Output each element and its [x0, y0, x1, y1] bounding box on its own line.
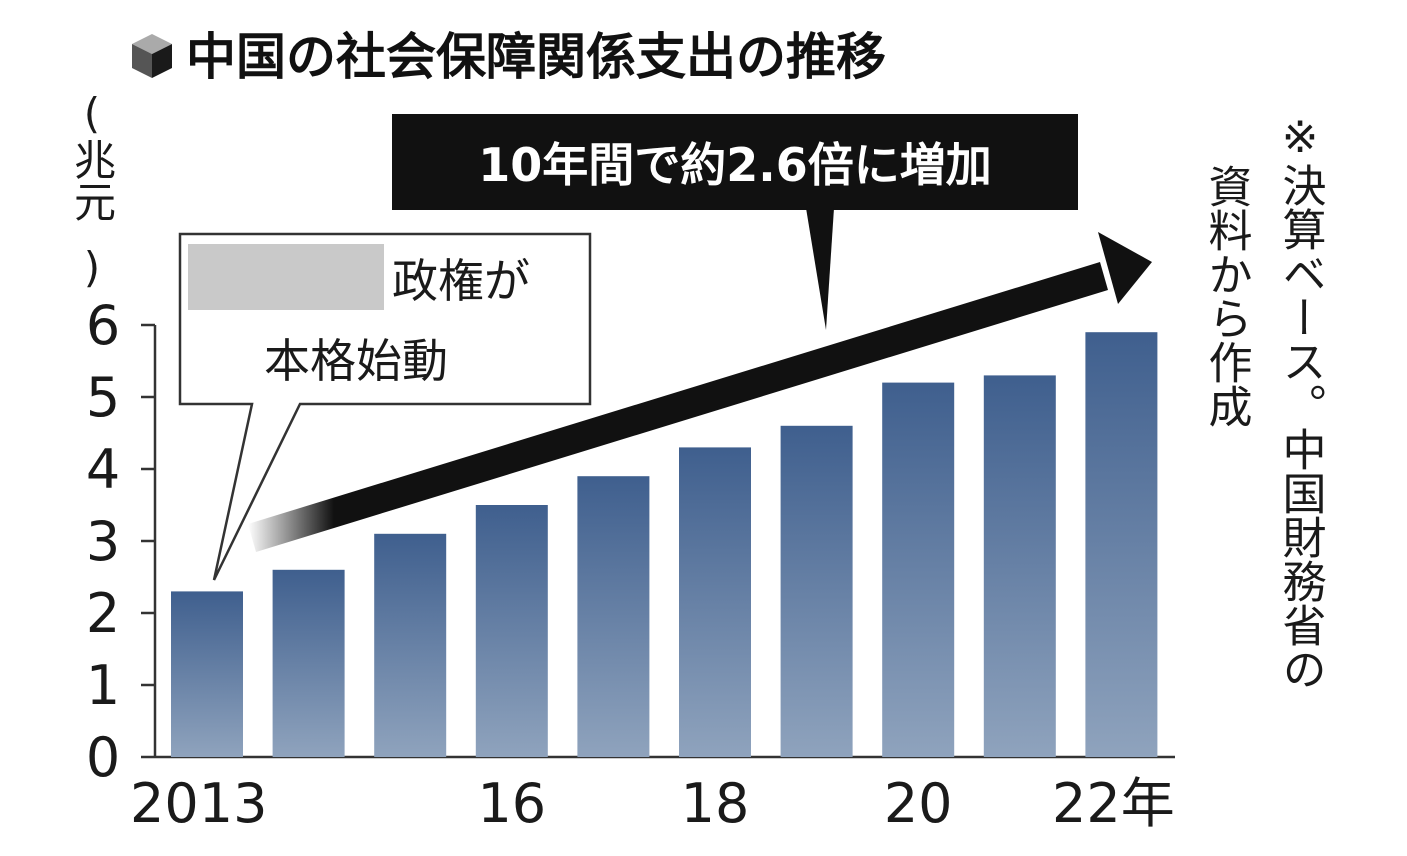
- svg-text:): ): [84, 243, 100, 292]
- y-axis-ticks: 0 1 2 3 4 5 6: [86, 294, 155, 789]
- bar-2020: [882, 382, 955, 757]
- bar-2021: [983, 375, 1056, 757]
- bar-2013: [171, 591, 243, 757]
- bar-2017: [577, 476, 650, 757]
- x-tick-label: 22年: [1052, 772, 1175, 835]
- y-tick-label: 6: [86, 294, 120, 357]
- callout-line-2: 本格始動: [264, 334, 448, 388]
- blurred-name: [188, 244, 384, 310]
- y-unit-text: 兆元: [68, 138, 117, 222]
- chart-title: 中国の社会保障関係支出の推移: [186, 28, 886, 86]
- callout: 政権が 本格始動: [178, 232, 592, 581]
- y-unit-label: ( 兆元 ): [68, 89, 117, 292]
- note-column-1: ※決算ベース。中国財務省の: [1275, 112, 1326, 691]
- y-tick-label: 2: [86, 582, 120, 645]
- bar-2014: [272, 569, 345, 757]
- y-tick-label: 4: [86, 438, 120, 501]
- source-note: ※決算ベース。中国財務省の 資料から作成: [1201, 112, 1326, 691]
- bar-2016: [475, 505, 548, 757]
- bar-2015: [374, 533, 447, 757]
- x-axis-ticks: 2013 16 18 20 22年: [130, 772, 1175, 835]
- bar-2022: [1085, 332, 1158, 757]
- banner-text: 10年間で約2.6倍に増加: [478, 138, 992, 192]
- y-tick-label: 3: [86, 510, 120, 573]
- banner-background: [392, 114, 1078, 210]
- x-tick-label: 20: [884, 772, 953, 835]
- x-tick-label: 16: [477, 772, 546, 835]
- cube-icon: [132, 34, 172, 78]
- y-tick-label: 0: [86, 726, 120, 789]
- y-tick-label: 5: [86, 366, 120, 429]
- callout-line-1: 政権が: [392, 254, 530, 308]
- svg-text:(: (: [84, 89, 100, 138]
- trend-arrow: [248, 232, 1152, 552]
- banner: 10年間で約2.6倍に増加: [392, 114, 1078, 330]
- x-tick-label: 2013: [130, 772, 267, 835]
- x-tick-label: 18: [681, 772, 750, 835]
- bar-2019: [780, 425, 853, 757]
- y-tick-label: 1: [86, 654, 120, 717]
- bars: [171, 332, 1158, 757]
- note-column-2: 資料から作成: [1201, 164, 1252, 428]
- bar-2018: [679, 447, 751, 757]
